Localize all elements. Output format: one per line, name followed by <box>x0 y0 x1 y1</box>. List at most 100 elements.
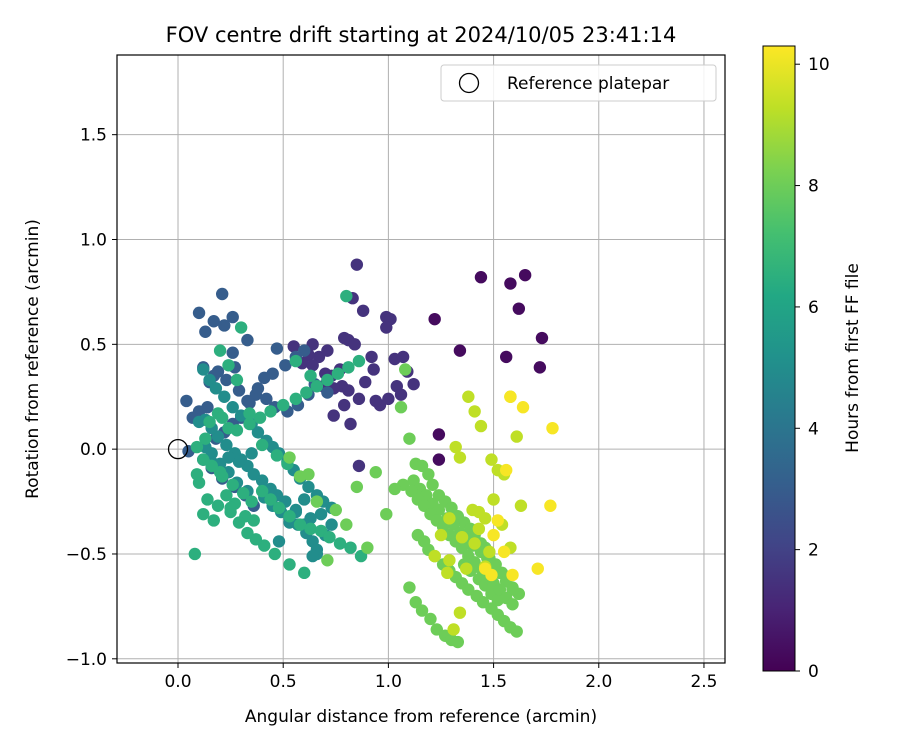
data-point <box>338 398 351 412</box>
data-point <box>399 363 412 376</box>
data-point <box>342 384 355 397</box>
data-point <box>340 518 353 531</box>
data-point <box>243 396 256 410</box>
data-point <box>245 447 258 460</box>
chart-title: FOV centre drift starting at 2024/10/05 … <box>166 23 677 47</box>
data-point <box>293 470 307 483</box>
colorbar-tick-label: 10 <box>808 55 830 75</box>
data-point <box>218 390 231 403</box>
x-tick-label: 1.0 <box>375 672 402 692</box>
y-tick-label: 0.5 <box>80 335 107 355</box>
data-point <box>544 499 557 512</box>
data-point <box>211 499 225 512</box>
data-point <box>270 449 284 462</box>
data-point <box>453 606 467 619</box>
y-tick-label: −0.5 <box>66 545 107 565</box>
legend-label: Reference platepar <box>507 74 669 94</box>
data-point <box>260 392 273 406</box>
data-point <box>342 361 355 374</box>
data-point <box>243 407 256 420</box>
data-point <box>306 549 319 563</box>
data-point <box>500 350 513 364</box>
data-point <box>512 302 526 315</box>
data-point <box>331 367 345 380</box>
data-point <box>474 419 488 433</box>
data-point <box>460 562 473 575</box>
data-point <box>380 507 393 521</box>
data-point <box>306 359 319 372</box>
data-point <box>533 361 547 374</box>
data-point <box>434 528 448 542</box>
colorbar-tick-label: 0 <box>808 662 819 682</box>
data-point <box>369 394 382 408</box>
data-point <box>472 505 486 519</box>
data-point <box>516 401 530 414</box>
plot-frame <box>116 54 726 664</box>
x-axis-label: Angular distance from reference (arcmin) <box>245 707 597 727</box>
y-tick-label: 1.5 <box>80 126 107 146</box>
data-point <box>270 342 284 355</box>
x-tick-label: 0.0 <box>164 672 191 692</box>
data-point <box>190 468 204 481</box>
data-point <box>321 386 334 399</box>
data-point <box>510 625 523 638</box>
data-point <box>300 386 313 399</box>
data-point <box>277 398 290 412</box>
data-point <box>514 499 528 512</box>
data-point <box>192 415 206 429</box>
data-point <box>207 315 220 328</box>
data-point <box>447 623 460 636</box>
data-point <box>365 350 378 364</box>
data-point <box>506 568 519 582</box>
data-point <box>226 346 239 359</box>
data-point <box>230 373 244 387</box>
data-point <box>268 547 281 561</box>
data-point <box>207 514 220 527</box>
data-point <box>264 405 277 418</box>
data-point <box>356 304 370 317</box>
data-point <box>428 549 441 563</box>
data-point <box>232 455 246 468</box>
data-point <box>293 518 307 531</box>
data-point <box>220 438 233 452</box>
data-point <box>361 541 374 554</box>
data-point <box>388 482 401 496</box>
data-point <box>403 432 416 445</box>
data-point <box>453 451 467 464</box>
data-point <box>348 338 361 351</box>
data-point <box>323 531 336 544</box>
data-point <box>462 390 475 403</box>
data-point <box>546 421 559 435</box>
data-point <box>344 541 357 554</box>
y-axis-ticks: −1.0 −0.5 0.0 0.5 1.0 1.5 <box>66 126 117 670</box>
data-point <box>424 612 437 626</box>
data-point <box>222 451 235 464</box>
data-point <box>232 516 246 529</box>
y-tick-label: 1.0 <box>80 230 107 250</box>
x-tick-label: 1.5 <box>480 672 507 692</box>
data-point <box>241 526 254 540</box>
data-point <box>327 409 340 422</box>
data-point <box>407 377 420 391</box>
data-point <box>451 635 465 649</box>
data-point <box>253 411 267 424</box>
data-point <box>272 501 286 515</box>
data-point <box>264 493 277 506</box>
data-point <box>468 537 481 550</box>
data-point <box>251 382 265 395</box>
data-point <box>352 354 366 368</box>
data-point <box>245 495 258 508</box>
legend-box <box>440 64 717 102</box>
data-point <box>504 390 517 403</box>
data-point <box>201 493 214 506</box>
y-tick-label: −1.0 <box>66 650 107 670</box>
legend-reference-marker-icon <box>458 72 480 94</box>
data-point <box>247 514 260 527</box>
data-point <box>215 411 229 424</box>
data-point <box>380 321 393 334</box>
data-point <box>190 440 204 454</box>
colorbar-gradient <box>762 45 796 672</box>
data-point <box>504 277 517 290</box>
data-point <box>325 518 338 531</box>
data-point <box>251 426 265 439</box>
